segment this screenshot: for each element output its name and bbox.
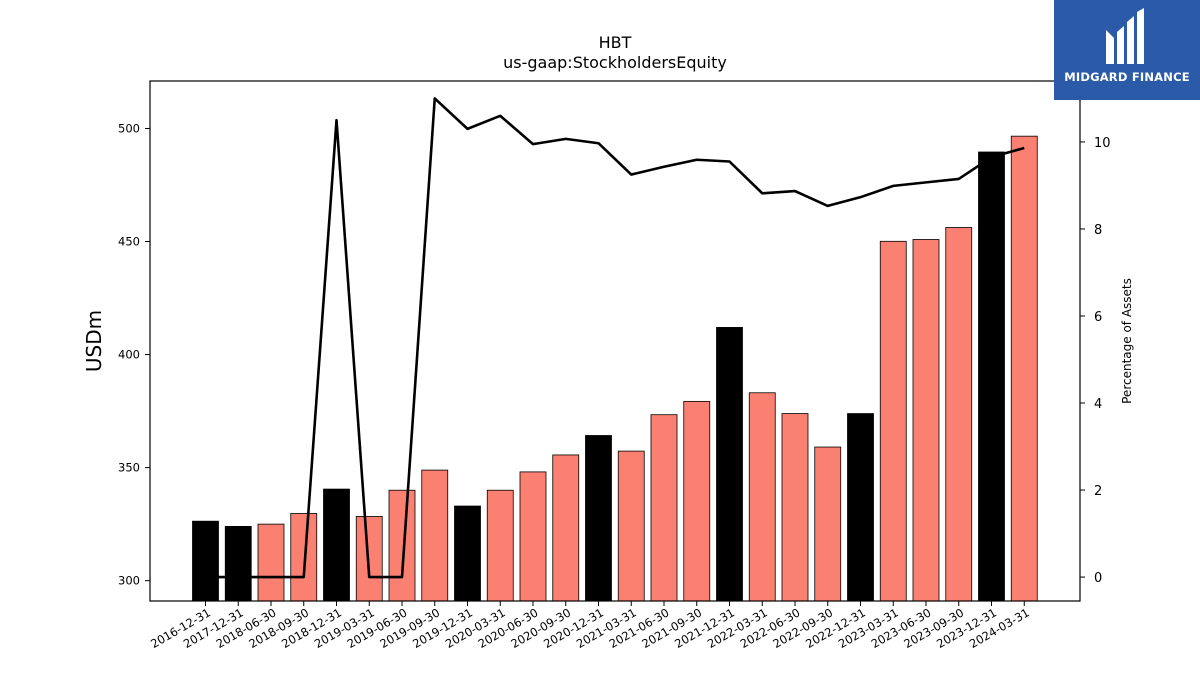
bar-2021-06-30 — [650, 414, 678, 602]
y-tick-label: 300 — [118, 574, 140, 588]
bar-2019-03-31 — [355, 516, 383, 602]
x-axis: 2016-12-312017-12-312018-06-302018-09-30… — [148, 601, 1032, 651]
bars-group — [192, 135, 1038, 602]
bar-2019-09-30 — [421, 469, 449, 602]
line-group — [205, 97, 1025, 579]
y2-axis-label: Percentage of Assets — [1120, 278, 1134, 404]
bar-2022-06-30 — [781, 413, 809, 602]
y-axis-label: USDm — [82, 310, 106, 372]
y2-tick-label: 10 — [1094, 136, 1111, 151]
plot-frame — [149, 80, 1081, 602]
bar-2022-09-30 — [814, 446, 842, 602]
bar-2020-09-30 — [552, 454, 580, 602]
y-tick-label: 500 — [118, 121, 140, 135]
y-tick-label: 400 — [118, 348, 140, 362]
midgard-logo: MIDGARD FINANCE — [1054, 0, 1200, 100]
bar-2020-03-31 — [486, 489, 514, 602]
bar-2021-03-31 — [617, 450, 645, 602]
chart-subtitle: us-gaap:StockholdersEquity — [503, 53, 727, 72]
y2-axis: 0 2 4 6 8 10 — [1080, 136, 1111, 586]
bar-2022-12-31 — [847, 413, 874, 602]
bar-2023-12-31 — [978, 151, 1005, 602]
midgard-logo-icon — [1106, 8, 1144, 64]
bar-2019-06-30 — [388, 489, 416, 602]
bar-2023-03-31 — [879, 240, 907, 602]
bar-2024-03-31 — [1010, 135, 1038, 602]
y2-tick-label: 2 — [1094, 484, 1102, 499]
y2-tick-label: 4 — [1094, 397, 1102, 412]
y2-tick-label: 0 — [1094, 571, 1102, 586]
bar-2018-06-30 — [257, 523, 285, 602]
bar-2016-12-31 — [192, 520, 219, 602]
percentage-line — [205, 97, 1025, 579]
bar-2022-03-31 — [748, 392, 776, 602]
bar-2019-12-31 — [454, 505, 481, 602]
y2-tick-label: 6 — [1094, 310, 1102, 325]
y2-tick-label: 8 — [1094, 223, 1102, 238]
y-axis: 300 350 400 450 500 — [118, 121, 150, 588]
logo-text: MIDGARD FINANCE — [1064, 70, 1190, 84]
bar-2023-09-30 — [945, 227, 973, 602]
bar-2021-09-30 — [683, 400, 711, 602]
bar-2020-06-30 — [519, 471, 547, 602]
bar-2020-12-31 — [585, 435, 612, 602]
y-tick-label: 450 — [118, 235, 140, 249]
chart-title: HBT — [599, 33, 632, 52]
bar-2023-06-30 — [912, 239, 940, 602]
bar-2021-12-31 — [716, 327, 743, 602]
y-tick-label: 350 — [118, 461, 140, 475]
bar-2018-12-31 — [323, 488, 350, 602]
bar-2018-09-30 — [290, 513, 318, 602]
bar-2017-12-31 — [224, 525, 252, 602]
